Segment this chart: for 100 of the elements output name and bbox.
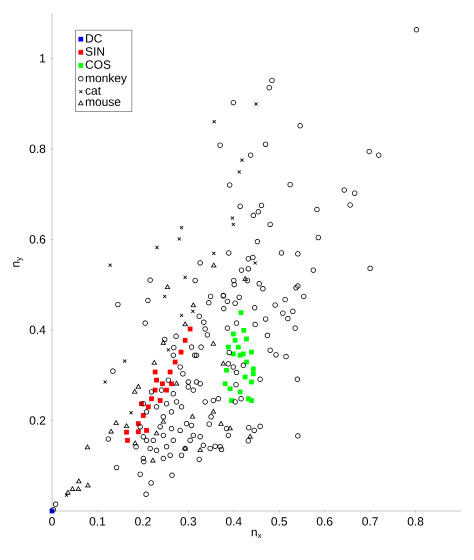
point (152, 370, 158, 374)
point (211, 262, 216, 268)
point (250, 371, 256, 376)
x-tick-label: 0.3 (180, 517, 196, 526)
point (190, 302, 196, 308)
point (238, 390, 243, 394)
point (247, 434, 253, 438)
point (210, 340, 216, 346)
point (249, 380, 254, 384)
x-tick-label: 0.5 (271, 517, 288, 526)
point (198, 447, 203, 452)
point (241, 328, 246, 333)
point (220, 360, 226, 366)
point (65, 490, 71, 495)
point (85, 482, 91, 488)
x-tick-label: 0.8 (408, 517, 424, 526)
point (174, 380, 180, 386)
point (190, 414, 196, 419)
point (242, 374, 248, 380)
x-tick-label: 0.1 (90, 517, 106, 526)
legend-label: COS (86, 60, 110, 69)
point (222, 381, 228, 386)
point (150, 458, 156, 462)
point (160, 381, 165, 386)
point (132, 388, 138, 394)
legend-label: mouse (86, 99, 120, 106)
point (228, 386, 233, 392)
legend-label: DC (86, 34, 102, 43)
x-axis-title: n$_{x}$ (252, 530, 262, 538)
point (254, 102, 258, 106)
point (70, 486, 76, 491)
point (244, 360, 249, 364)
point (76, 486, 81, 491)
y-tick-label: 1 (40, 54, 46, 62)
point (249, 350, 254, 354)
point (253, 260, 258, 265)
point (242, 276, 248, 281)
point (190, 309, 195, 314)
x-tick-label: 0.7 (362, 517, 378, 526)
point (169, 381, 174, 386)
point (218, 421, 224, 426)
point (168, 370, 173, 374)
point (164, 284, 170, 290)
point (154, 378, 159, 383)
point (140, 413, 146, 418)
point (125, 438, 130, 443)
x-tick-label: 0.6 (316, 517, 332, 526)
legend-label: SIN (86, 47, 104, 56)
point (152, 360, 157, 365)
point (183, 275, 188, 280)
y-axis-title: n$_{y}$ (13, 256, 24, 267)
point (238, 352, 243, 358)
point (230, 216, 234, 220)
x-tick-label: 0.2 (135, 517, 151, 526)
point (182, 321, 188, 326)
point (172, 360, 178, 364)
point (228, 426, 233, 430)
y-tick-label: 0.4 (30, 326, 46, 334)
y-tick-label: 0.8 (30, 144, 46, 154)
point (160, 418, 166, 424)
point (210, 408, 216, 414)
x-tick-label: 0 (49, 517, 55, 526)
point (124, 430, 129, 435)
point (144, 428, 149, 433)
point (182, 338, 188, 343)
point (160, 340, 166, 345)
point (232, 338, 238, 343)
point (244, 336, 249, 342)
legend-label: cat (86, 86, 101, 95)
point (113, 420, 119, 425)
point (152, 388, 158, 393)
point (108, 263, 112, 268)
point (149, 396, 154, 402)
point (249, 398, 254, 403)
point (154, 430, 160, 436)
point (155, 246, 159, 250)
point (158, 398, 163, 403)
point (84, 444, 90, 450)
point (136, 429, 141, 434)
point (238, 310, 244, 316)
point (250, 366, 256, 372)
point (182, 446, 188, 450)
point (108, 428, 114, 434)
x-tick-label: 0.4 (226, 517, 242, 526)
legend-label: monkey (86, 73, 127, 85)
point (136, 384, 141, 389)
point (164, 388, 169, 393)
y-tick-label: 0.2 (30, 416, 46, 425)
point (188, 326, 193, 332)
point (166, 348, 170, 352)
point (124, 423, 130, 428)
point (178, 350, 184, 354)
point (132, 440, 138, 446)
point (76, 478, 82, 484)
point (230, 332, 236, 336)
y-tick-label: 0.6 (30, 235, 46, 244)
point (146, 404, 151, 410)
point (224, 368, 229, 373)
point (236, 344, 241, 350)
point (226, 344, 231, 350)
